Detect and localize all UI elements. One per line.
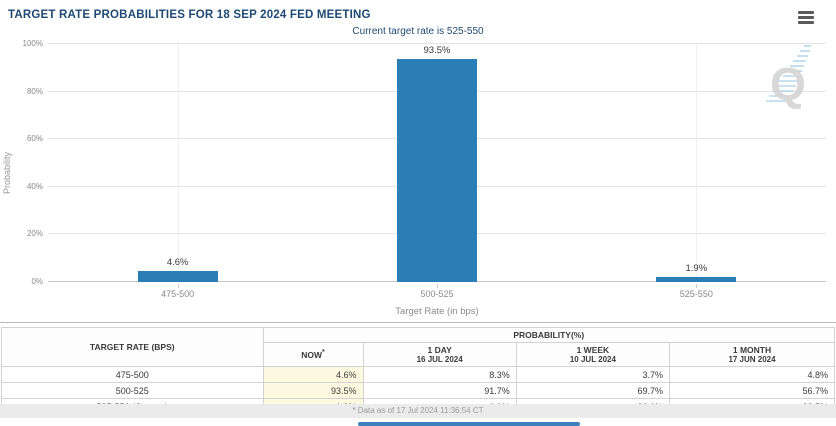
- bar-slot-500-525: 93.5%: [307, 44, 566, 282]
- hamburger-bar: [798, 21, 814, 24]
- week-value-cell: 3.7%: [515, 366, 671, 383]
- now-value-cell: 4.6%: [262, 366, 364, 383]
- hamburger-bar: [798, 16, 814, 19]
- category-gridline: [696, 44, 698, 282]
- y-tick-label: 40%: [26, 181, 43, 191]
- y-axis-title: Probability: [2, 151, 12, 195]
- y-tick-label: 0%: [31, 277, 43, 286]
- quikstrike-watermark-icon: Q: [766, 45, 811, 110]
- day-value-cell: 91.7%: [362, 382, 517, 399]
- table-row: 475-500 4.6% 8.3% 3.7% 4.8%: [1, 366, 835, 383]
- rate-cell: 500-525: [1, 382, 264, 399]
- column-header-now: NOW*: [262, 342, 364, 367]
- gridline: 100%: [23, 39, 826, 48]
- bar-value-label: 1.9%: [685, 263, 708, 275]
- day-value-cell: 8.3%: [362, 366, 517, 383]
- x-axis-labels: 475-500 500-525 525-550: [48, 284, 826, 300]
- x-tick-mark: [436, 284, 438, 288]
- probability-table: TARGET RATE (BPS) PROBABILITY(%) NOW* 1 …: [1, 327, 836, 415]
- bar-475-500[interactable]: [137, 271, 218, 282]
- column-header-1week: 1 WEEK 10 JUL 2024: [515, 342, 671, 367]
- chart-subtitle: Current target rate is 525-550: [352, 26, 484, 37]
- y-tick-label: 80%: [26, 86, 43, 96]
- horizontal-scrollbar-thumb[interactable]: [358, 422, 580, 426]
- bar-slot-525-550: 1.9%: [567, 44, 826, 282]
- y-tick-label: 60%: [26, 134, 43, 144]
- column-group-header-probability: PROBABILITY(%): [262, 327, 836, 343]
- table-group-header-row: TARGET RATE (BPS) PROBABILITY(%): [1, 327, 836, 367]
- probability-bar-chart: Probability 0% 20% 40% 60% 80% 100% 4.6%…: [0, 39, 836, 322]
- column-header-target-rate: TARGET RATE (BPS): [1, 327, 264, 367]
- page-title: TARGET RATE PROBABILITIES FOR 18 SEP 202…: [8, 9, 371, 21]
- data-as-of-footnote: * Data as of 17 Jul 2024 11:36:54 CT: [0, 404, 836, 418]
- x-tick-label: 525-550: [567, 284, 826, 300]
- y-tick-label: 20%: [26, 229, 43, 239]
- hamburger-menu-icon[interactable]: [798, 11, 814, 24]
- table-row: 500-525 93.5% 91.7% 69.7% 56.7%: [1, 382, 835, 399]
- hamburger-bar: [798, 11, 814, 14]
- y-tick-label: 100%: [22, 39, 43, 48]
- now-value-cell: 93.5%: [262, 382, 364, 399]
- week-value-cell: 69.7%: [515, 382, 671, 399]
- column-header-1month: 1 MONTH 17 JUN 2024: [669, 342, 835, 367]
- column-header-1day: 1 DAY 16 JUL 2024: [362, 342, 517, 367]
- plot-area: 0% 20% 40% 60% 80% 100% 4.6% 93.5% 1.9%: [23, 39, 826, 286]
- bar-525-550[interactable]: [656, 277, 737, 282]
- bar-value-label: 4.6%: [166, 257, 189, 269]
- x-tick-label: 500-525: [307, 284, 566, 300]
- bar-slot-475-500: 4.6%: [48, 44, 307, 282]
- svg-text:Q: Q: [770, 58, 806, 110]
- section-divider: [0, 322, 836, 323]
- bar-500-525[interactable]: [396, 59, 477, 282]
- x-tick-mark: [696, 284, 698, 288]
- rate-cell: 475-500: [1, 366, 264, 383]
- month-value-cell: 56.7%: [669, 382, 835, 399]
- month-value-cell: 4.8%: [669, 366, 835, 383]
- x-tick-mark: [177, 284, 179, 288]
- x-tick-label: 475-500: [48, 284, 307, 300]
- category-gridline: [177, 44, 179, 282]
- table-subheader-row: NOW* 1 DAY 16 JUL 2024 1 WEEK 10 JUL 2024 …: [2, 342, 835, 367]
- bar-value-label: 93.5%: [423, 45, 451, 57]
- x-axis-title: Target Rate (in bps): [395, 306, 479, 317]
